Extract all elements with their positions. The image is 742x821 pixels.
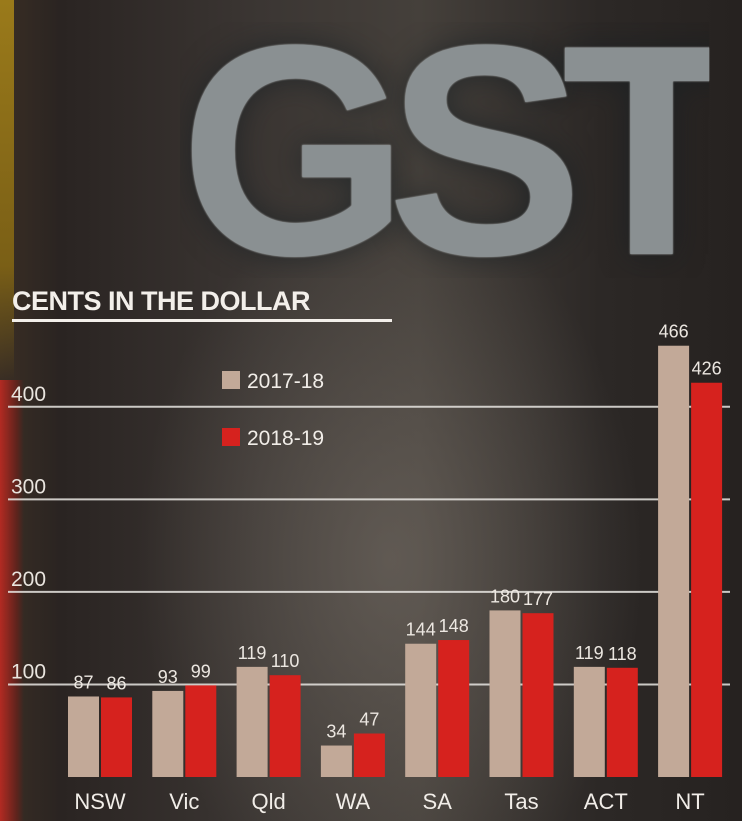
bar-wa-2018-19 bbox=[353, 733, 385, 777]
value-label-sa-2018-19: 148 bbox=[439, 616, 469, 636]
category-label-tas: Tas bbox=[504, 789, 538, 814]
value-label-act-2018-19: 118 bbox=[608, 644, 637, 664]
bar-vic-2017-18 bbox=[152, 690, 184, 777]
value-label-nsw-2017-18: 87 bbox=[73, 672, 93, 692]
value-label-vic-2017-18: 93 bbox=[158, 667, 178, 687]
bar-wa-2017-18 bbox=[320, 745, 352, 777]
legend: 2017-18 2018-19 bbox=[222, 370, 324, 450]
bar-nt-2017-18 bbox=[658, 345, 690, 777]
y-tick-label-400: 400 bbox=[11, 383, 46, 406]
value-label-qld-2018-19: 110 bbox=[271, 651, 300, 671]
bar-sa-2017-18 bbox=[405, 643, 437, 777]
bar-vic-2018-19 bbox=[185, 685, 217, 777]
category-label-vic: Vic bbox=[169, 789, 199, 814]
legend-swatch-2017-18 bbox=[222, 371, 240, 389]
category-label-wa: WA bbox=[336, 789, 371, 814]
value-label-act-2017-18: 119 bbox=[575, 643, 604, 663]
page-edge-yellow bbox=[0, 0, 14, 380]
chart-subtitle: CENTS IN THE DOLLAR bbox=[12, 283, 392, 322]
value-label-wa-2017-18: 34 bbox=[326, 722, 346, 742]
bar-act-2018-19 bbox=[606, 667, 638, 777]
y-tick-label-300: 300 bbox=[11, 475, 46, 498]
bar-tas-2018-19 bbox=[522, 613, 554, 777]
value-label-tas-2018-19: 177 bbox=[523, 589, 553, 609]
bar-nsw-2018-19 bbox=[101, 697, 132, 777]
bar-sa-2018-19 bbox=[438, 640, 470, 777]
bar-act-2017-18 bbox=[573, 666, 605, 777]
value-label-vic-2018-19: 99 bbox=[191, 661, 211, 681]
category-label-act: ACT bbox=[584, 789, 628, 814]
category-label-nt: NT bbox=[675, 789, 704, 814]
category-label-nsw: NSW bbox=[74, 789, 126, 814]
bars bbox=[68, 345, 723, 777]
legend-label-2018-19: 2018-19 bbox=[247, 427, 324, 450]
bar-tas-2017-18 bbox=[489, 610, 521, 777]
category-label-qld: Qld bbox=[251, 789, 285, 814]
value-label-nt-2017-18: 466 bbox=[659, 322, 689, 342]
legend-swatch-2018-19 bbox=[222, 428, 240, 446]
banner-title: GST bbox=[180, 22, 710, 278]
value-label-wa-2018-19: 47 bbox=[359, 710, 379, 730]
y-tick-label-100: 100 bbox=[11, 660, 46, 683]
value-label-sa-2017-18: 144 bbox=[406, 620, 436, 640]
legend-label-2017-18: 2017-18 bbox=[247, 370, 324, 393]
category-label-sa: SA bbox=[423, 789, 453, 814]
bar-nt-2018-19 bbox=[691, 382, 723, 777]
value-label-nt-2018-19: 426 bbox=[692, 359, 722, 379]
y-tick-label-200: 200 bbox=[11, 568, 46, 591]
value-label-qld-2017-18: 119 bbox=[238, 643, 267, 663]
page-edge-red bbox=[0, 380, 24, 821]
value-label-tas-2017-18: 180 bbox=[490, 586, 520, 606]
bar-qld-2017-18 bbox=[236, 666, 268, 777]
value-label-nsw-2018-19: 86 bbox=[106, 673, 126, 693]
bar-nsw-2017-18 bbox=[68, 696, 99, 777]
bar-qld-2018-19 bbox=[269, 675, 301, 777]
